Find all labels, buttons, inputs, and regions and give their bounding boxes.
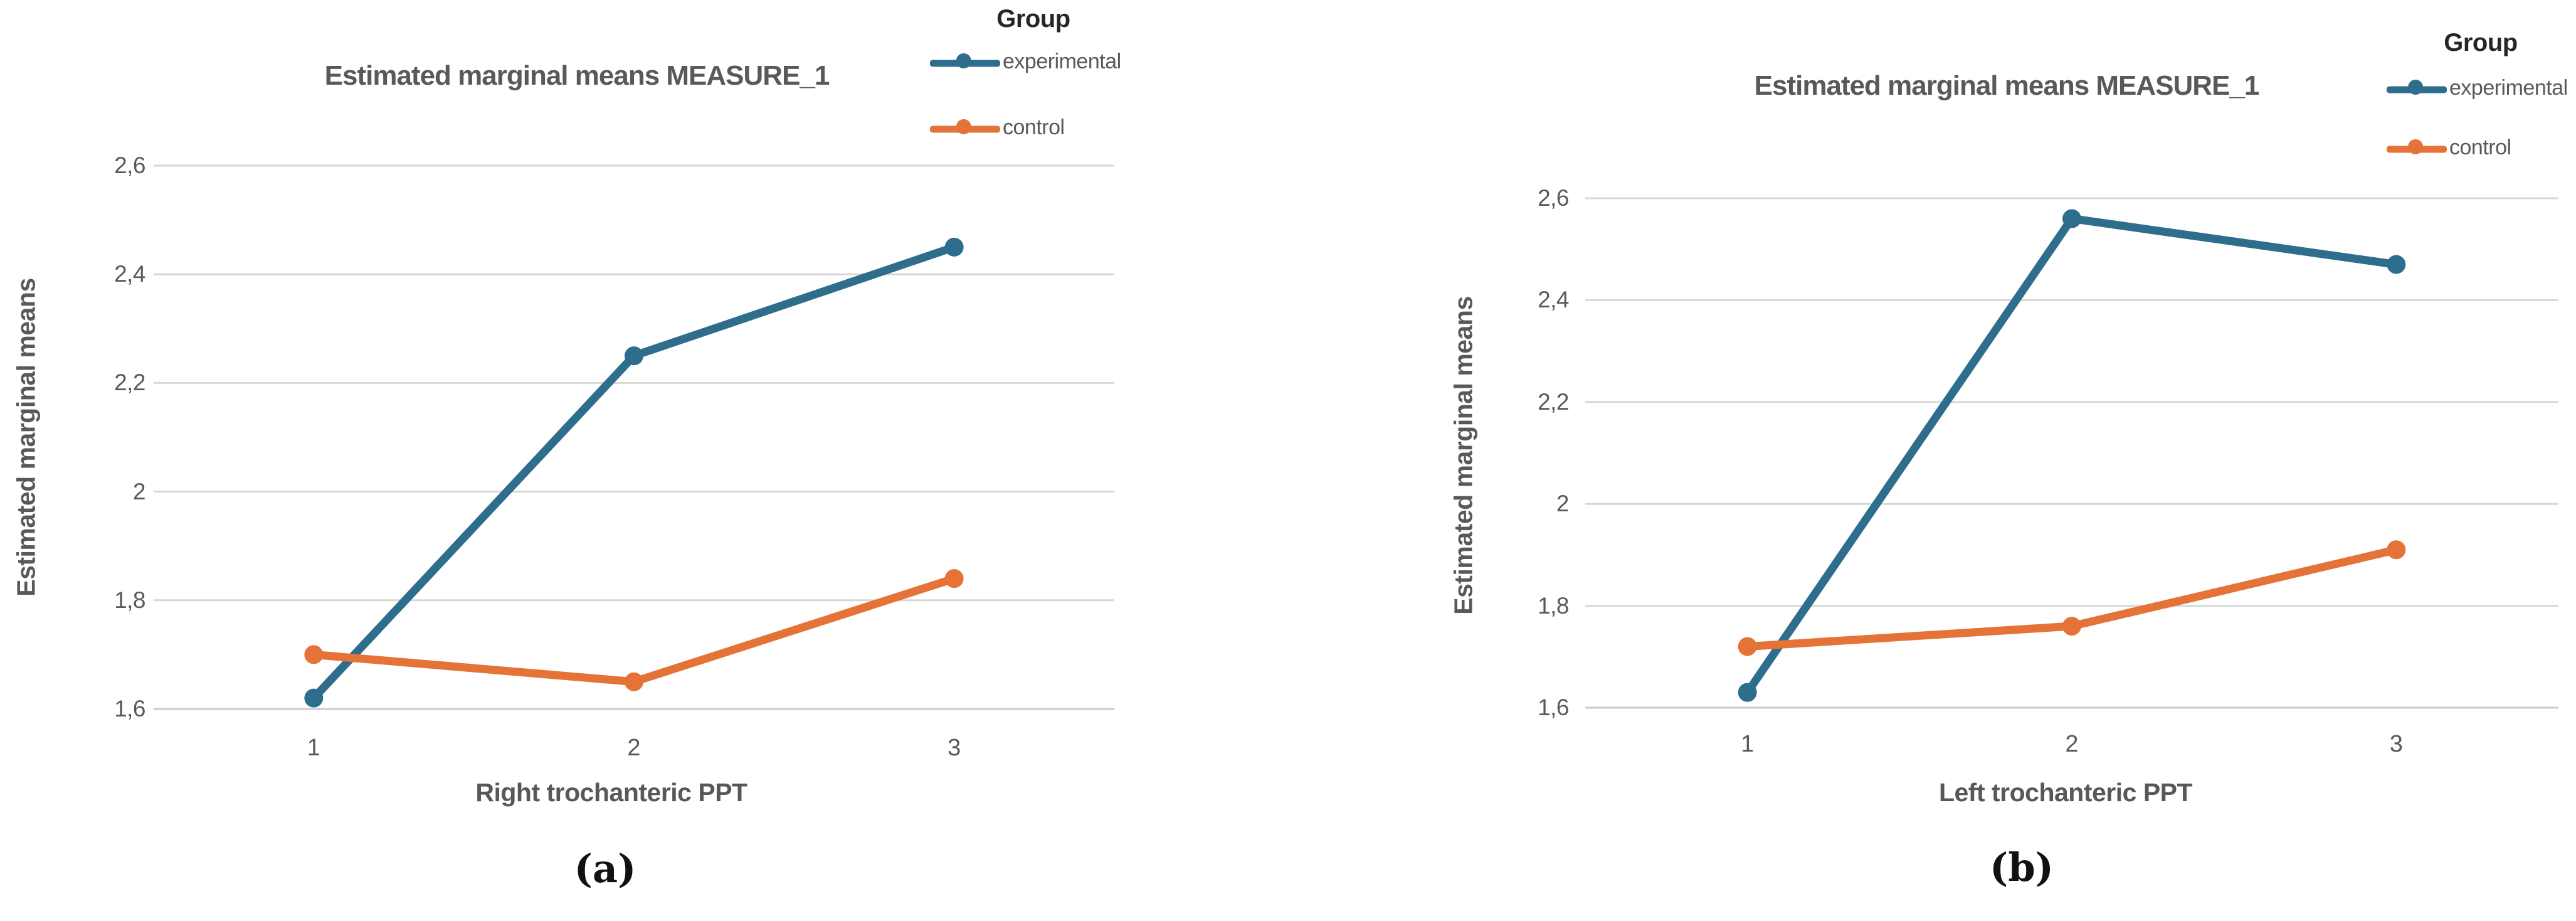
x-axis-label: Left trochanteric PPT	[1938, 778, 2193, 807]
legend-item-experimental: experimental	[2387, 76, 2576, 100]
data-point-experimental-2	[2062, 209, 2081, 228]
legend-marker-point	[956, 53, 971, 68]
data-point-control-1	[1738, 637, 1757, 656]
x-tick-label: 3	[948, 735, 961, 761]
y-tick-label: 2,6	[114, 152, 145, 178]
y-tick-label: 1,6	[114, 696, 145, 721]
legend-item-experimental: experimental	[930, 50, 1143, 74]
series-line-control	[309, 574, 959, 686]
legend-label-experimental: experimental	[1003, 50, 1121, 73]
data-point-experimental-1	[304, 688, 324, 708]
x-axis-label: Right trochanteric PPT	[475, 778, 747, 807]
legend-title: Group	[2444, 29, 2518, 56]
legend-marker-point	[956, 119, 971, 134]
chart-title: Estimated marginal means MEASURE_1	[324, 60, 830, 91]
experimental-line-marker-icon	[930, 53, 1000, 68]
data-point-experimental-1	[1738, 683, 1757, 702]
y-tick-label: 2,4	[114, 261, 145, 287]
legend-marker-point	[2408, 79, 2424, 95]
legend: Group experimental control	[930, 5, 1143, 140]
y-tick-label: 2,2	[114, 370, 145, 396]
data-point-control-3	[944, 569, 964, 588]
y-tick-label: 1,8	[114, 587, 145, 613]
y-tick-label: 1,6	[1538, 695, 1569, 720]
x-tick-label: 2	[2065, 731, 2079, 757]
legend-label-control: control	[2449, 136, 2511, 159]
x-tick-label: 1	[1741, 731, 1755, 757]
control-line-marker-icon	[2387, 139, 2447, 154]
y-tick-label: 2,4	[1538, 287, 1569, 313]
y-tick-label: 1,8	[1538, 592, 1569, 619]
x-tick-label: 3	[2389, 731, 2403, 757]
data-point-experimental-3	[2387, 255, 2406, 274]
series-line-control	[1743, 545, 2400, 651]
data-point-control-2	[2062, 617, 2081, 636]
y-tick-label: 2	[1556, 491, 1570, 517]
subfigure-caption-b: (b)	[1989, 844, 2054, 890]
x-tick-label: 1	[307, 735, 320, 761]
series-line-experimental	[1743, 214, 2400, 697]
data-point-control-1	[304, 645, 324, 664]
control-line-marker-icon	[930, 119, 1000, 134]
y-tick-label: 2	[132, 478, 146, 504]
legend-marker-point	[2408, 139, 2424, 154]
x-tick-label: 2	[627, 735, 641, 761]
y-tick-label: 2,6	[1538, 185, 1569, 211]
chart-title: Estimated marginal means MEASURE_1	[1754, 70, 2260, 101]
legend-item-control: control	[930, 115, 1143, 140]
experimental-line-marker-icon	[2387, 79, 2447, 95]
data-point-experimental-2	[625, 346, 643, 366]
y-axis-label: Estimated marginal means	[11, 278, 41, 597]
y-axis-label: Estimated marginal means	[1449, 296, 1478, 615]
legend-label-experimental: experimental	[2449, 76, 2568, 100]
subfigure-caption-a: (a)	[574, 846, 636, 892]
legend: Group experimental control	[2387, 29, 2576, 160]
data-point-experimental-3	[944, 237, 964, 257]
data-point-control-2	[625, 672, 643, 691]
data-point-control-3	[2387, 540, 2406, 560]
series-line-experimental	[309, 243, 959, 703]
legend-label-control: control	[1003, 115, 1065, 139]
legend-title: Group	[996, 5, 1070, 33]
y-tick-label: 2,2	[1538, 388, 1569, 415]
legend-item-control: control	[2387, 136, 2576, 160]
